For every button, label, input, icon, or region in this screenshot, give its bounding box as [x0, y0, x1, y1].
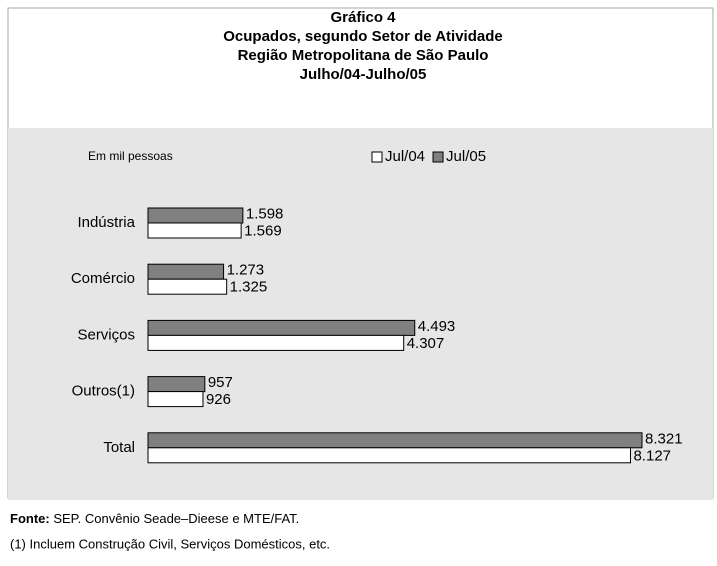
bar: [147, 222, 242, 239]
legend-label: Jul/05: [446, 148, 486, 165]
legend-label: Jul/04: [385, 148, 425, 165]
chart-title: Gráfico 4: [330, 9, 396, 26]
legend-swatch: [371, 151, 383, 163]
category-label: Indústria: [77, 214, 135, 231]
value-label: 957: [208, 374, 233, 391]
category-label: Outros(1): [72, 383, 135, 400]
value-label: 4.493: [418, 318, 456, 335]
source-text: SEP. Convênio Seade–Dieese e MTE/FAT.: [53, 511, 299, 526]
value-label: 8.321: [645, 430, 683, 447]
category-label: Comércio: [71, 270, 135, 287]
note: (1) Incluem Construção Civil, Serviços D…: [10, 536, 330, 551]
chart-subtitle: Ocupados, segundo Setor de Atividade: [223, 28, 503, 45]
source: Fonte: SEP. Convênio Seade–Dieese e MTE/…: [10, 511, 299, 526]
value-label: 1.569: [244, 222, 282, 239]
value-label: 4.307: [407, 335, 445, 352]
bar: [147, 391, 204, 408]
category-label: Serviços: [77, 326, 135, 343]
bar: [147, 376, 206, 393]
bar: [147, 278, 228, 295]
bar: [147, 263, 225, 280]
value-label: 1.325: [230, 279, 268, 296]
chart-subtitle: Julho/04-Julho/05: [300, 66, 427, 83]
value-label: 8.127: [633, 447, 671, 464]
value-label: 1.598: [246, 205, 284, 222]
bar: [147, 334, 405, 351]
bar: [147, 447, 631, 464]
chart-subtitle: Região Metropolitana de São Paulo: [238, 47, 489, 64]
source-label: Fonte:: [10, 511, 50, 526]
unit-label: Em mil pessoas: [88, 149, 173, 163]
value-label: 1.273: [227, 262, 265, 279]
legend-swatch: [432, 151, 444, 163]
bar: [147, 207, 244, 224]
value-label: 926: [206, 391, 231, 408]
bar: [147, 432, 643, 449]
bar: [147, 319, 416, 336]
category-label: Total: [103, 439, 135, 456]
